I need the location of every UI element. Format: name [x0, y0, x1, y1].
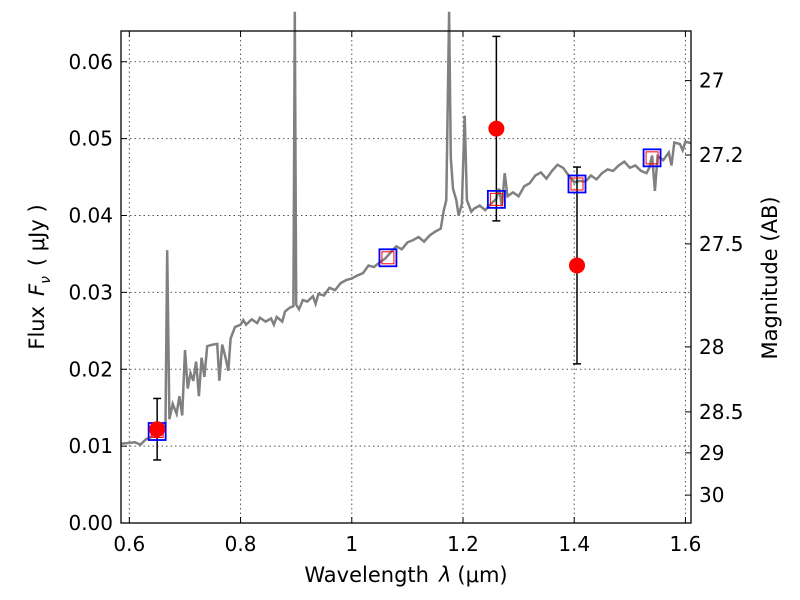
model-square-inner	[645, 151, 659, 165]
y-tick-label: 0.02	[68, 357, 113, 381]
model-square-point	[486, 189, 506, 209]
observed-point	[488, 120, 505, 137]
plot-frame	[120, 30, 692, 524]
x-axis-ticks: 0.6 0.8 1 1.2 1.4 1.6	[113, 31, 701, 556]
model-square-point	[378, 248, 398, 268]
y-axis-label: FluxFν( μJy )	[25, 204, 54, 349]
observed-point	[149, 421, 166, 438]
grid	[121, 31, 691, 523]
magnitude-tick-label: 27.2	[699, 143, 744, 167]
x-axis-label: Wavelength λ (μm)	[304, 563, 507, 587]
magnitude-tick-label: 28	[699, 335, 724, 359]
y-tick-label: 0.00	[68, 511, 113, 535]
magnitude-tick-label: 28.5	[699, 400, 744, 424]
magnitude-tick-label: 27.5	[699, 232, 744, 256]
model-square-inner	[381, 251, 395, 265]
magnitude-tick-label: 30	[699, 483, 724, 507]
x-tick-label: 0.6	[113, 532, 145, 556]
y-tick-label: 0.06	[68, 50, 113, 74]
x-tick-label: 1.4	[558, 532, 590, 556]
model-square-inner	[570, 177, 584, 191]
x-tick-label: 1.2	[447, 532, 479, 556]
model-photometry-points	[147, 148, 662, 441]
y-axis-ticks: 0.00 0.01 0.02 0.03 0.04 0.05 0.06	[68, 50, 127, 535]
magnitude-axis-ticks: 27 27.2 27.5 28 28.5 29 30	[685, 69, 744, 507]
observed-points	[149, 120, 585, 438]
magnitude-tick-label: 27	[699, 69, 724, 93]
y-tick-label: 0.03	[68, 280, 113, 304]
model-square-inner	[489, 192, 503, 206]
x-tick-label: 0.8	[225, 532, 257, 556]
magnitude-tick-label: 29	[699, 441, 724, 465]
x-tick-label: 1	[345, 532, 358, 556]
x-tick-label: 1.6	[670, 532, 702, 556]
magnitude-axis-label: Magnitude (AB)	[758, 196, 782, 359]
model-square-point	[642, 148, 662, 168]
errorbars	[153, 35, 581, 461]
spectrum-line	[120, 11, 692, 447]
model-square-point	[567, 174, 587, 194]
y-tick-label: 0.04	[68, 204, 113, 228]
y-tick-label: 0.05	[68, 127, 113, 151]
observed-point	[569, 257, 585, 274]
y-tick-label: 0.01	[68, 434, 113, 458]
